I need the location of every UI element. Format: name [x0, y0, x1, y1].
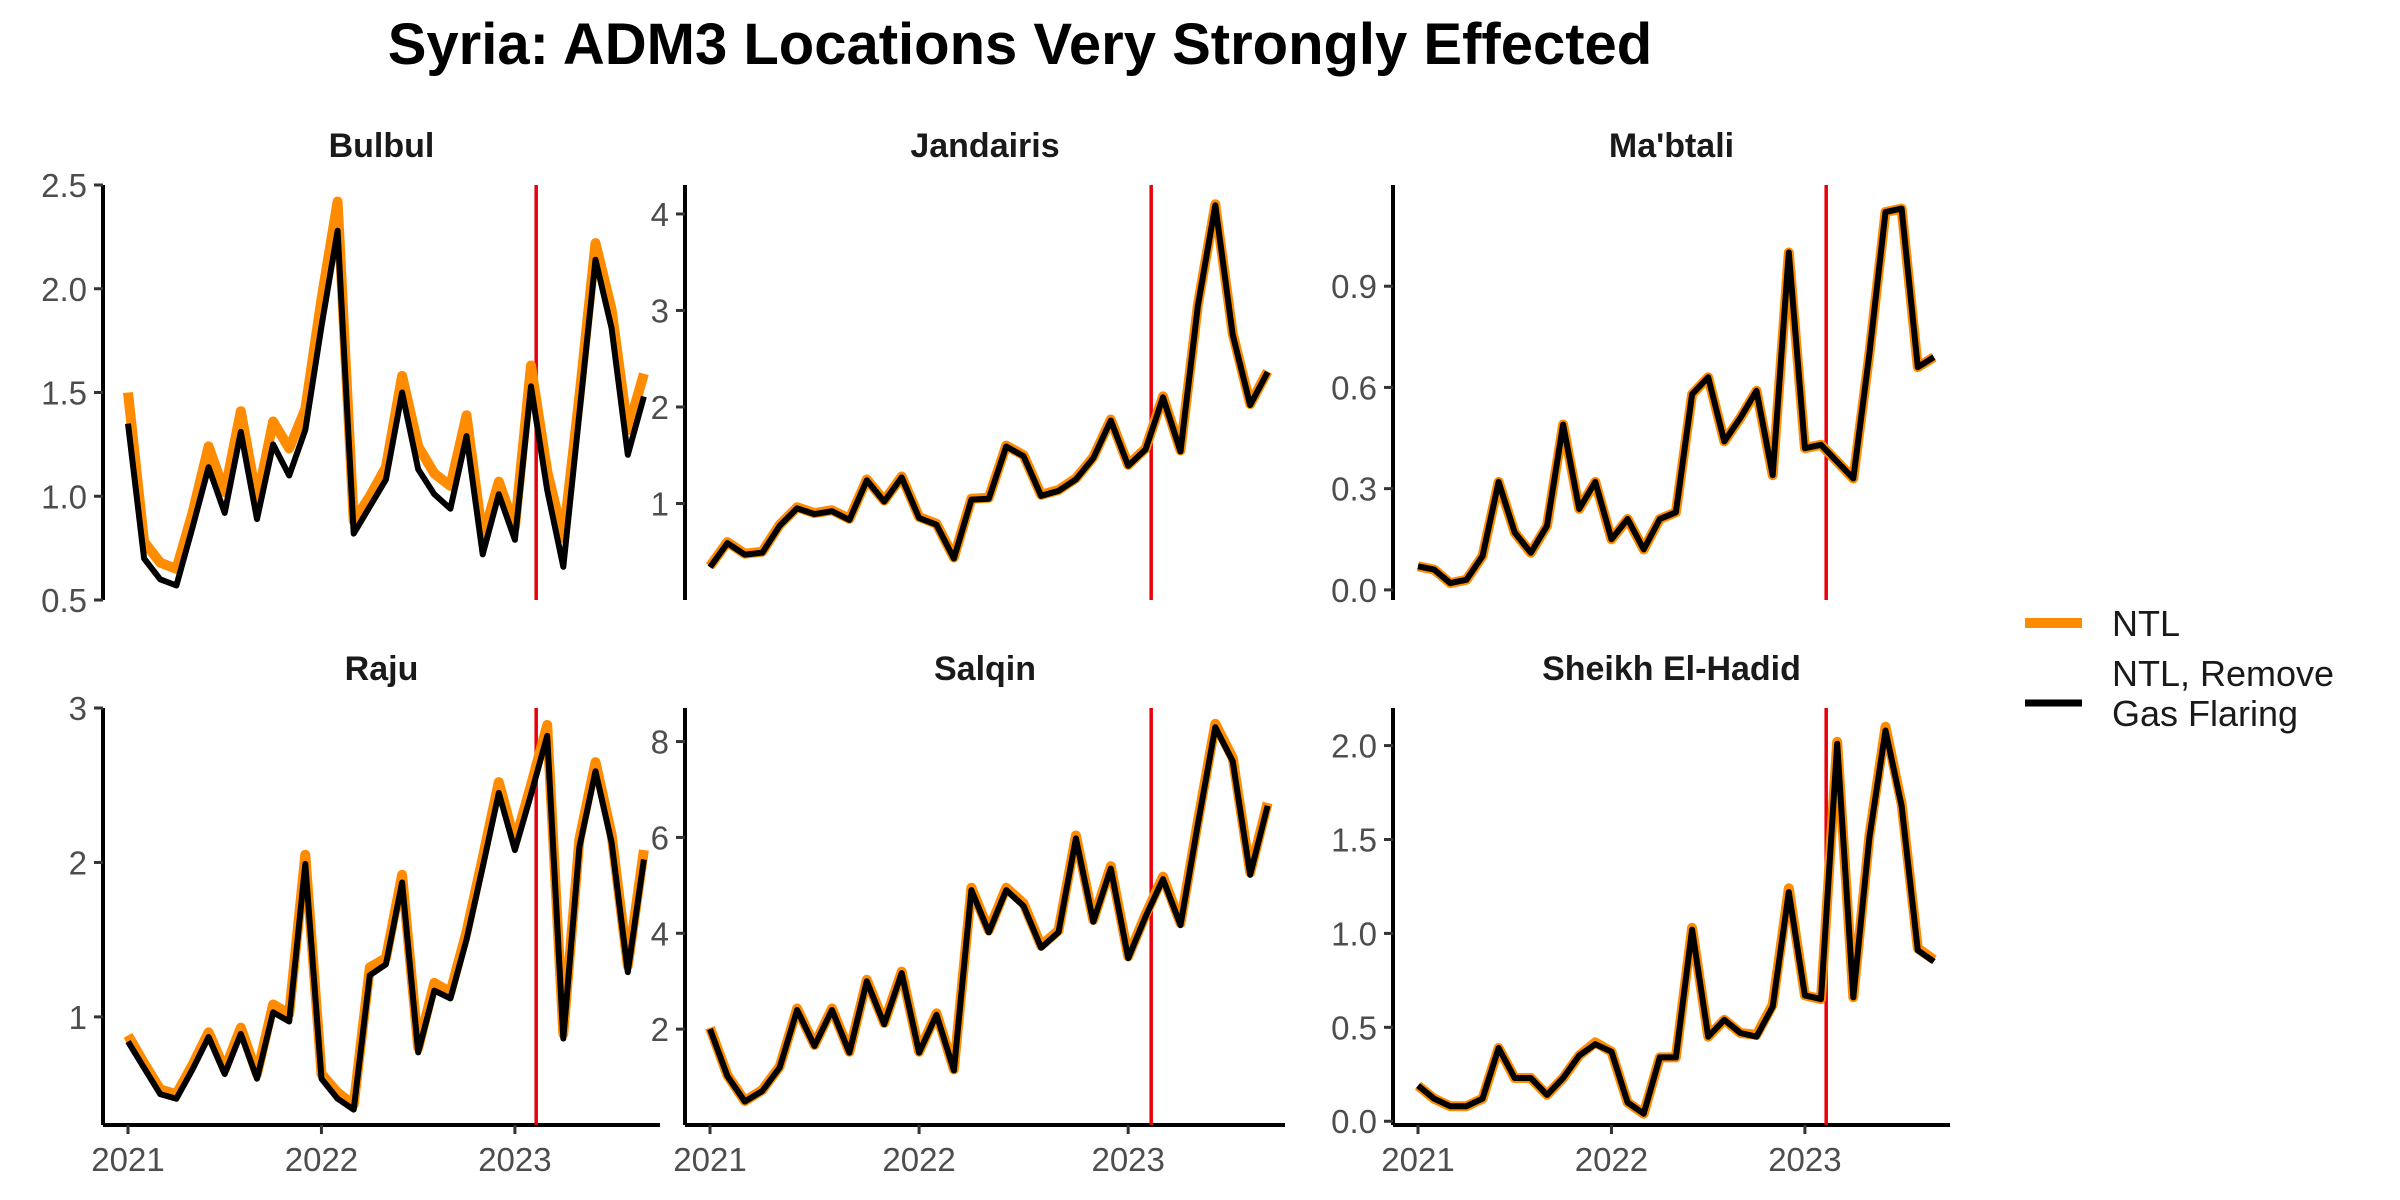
- panel-bulbul: Bulbul 0.5 1.0 1.5 2.0 2.5: [41, 127, 649, 619]
- y-tick-label: 1.0: [41, 478, 87, 515]
- y-tick-label: 0.0: [1331, 1103, 1377, 1140]
- y-tick-label: 4: [651, 196, 669, 233]
- series-line-ntl-remove-gas-flaring: [707, 724, 1271, 1105]
- series-line-ntl: [1416, 203, 1937, 589]
- y-tick-label: 0.5: [1331, 1009, 1377, 1046]
- y-tick-label: 0.9: [1331, 268, 1377, 305]
- legend-label: NTL, Remove: [2112, 653, 2334, 694]
- series-line-ntl-remove-gas-flaring: [1417, 205, 1936, 587]
- panel-jandairis: Jandairis 1 2 3 4: [651, 127, 1273, 600]
- x-tick-label: 2023: [1768, 1141, 1841, 1178]
- y-tick-label: 1.5: [1331, 821, 1377, 858]
- y-tick-label: 0.0: [1331, 572, 1377, 609]
- panel-title: Salqin: [934, 650, 1036, 688]
- series-line-ntl-remove-gas-flaring: [1416, 727, 1936, 1117]
- panel-title: Ma'btali: [1609, 127, 1734, 165]
- panel-ma-btali: Ma'btali 0.0 0.3 0.6 0.9: [1331, 127, 1937, 609]
- y-tick-label: 2.0: [41, 271, 87, 308]
- y-tick-label: 2: [69, 844, 87, 881]
- legend-item: NTL: [2025, 603, 2180, 644]
- panel-title: Bulbul: [329, 127, 435, 165]
- y-tick-label: 4: [651, 915, 669, 952]
- y-tick-label: 2: [651, 1011, 669, 1048]
- x-tick-label: 2023: [478, 1141, 551, 1178]
- x-tick-label: 2021: [1381, 1141, 1454, 1178]
- panel-title: Jandairis: [910, 127, 1059, 165]
- series-line-ntl-remove-gas-flaring: [125, 227, 647, 589]
- y-tick-label: 6: [651, 819, 669, 856]
- panel-raju: Raju 1 2 3 2021 2022 2023: [69, 650, 660, 1178]
- y-tick-label: 1.5: [41, 375, 87, 412]
- y-tick-label: 2.0: [1331, 728, 1377, 765]
- y-tick-label: 2: [651, 389, 669, 426]
- chart-title: Syria: ADM3 Locations Very Strongly Effe…: [388, 12, 1653, 77]
- y-tick-label: 3: [69, 690, 87, 727]
- panel-title: Sheikh El-Hadid: [1542, 650, 1801, 688]
- y-tick-label: 1.0: [1331, 915, 1377, 952]
- x-tick-label: 2021: [91, 1141, 164, 1178]
- y-tick-label: 0.3: [1331, 471, 1377, 508]
- y-tick-label: 3: [651, 292, 669, 329]
- x-tick-label: 2022: [1575, 1141, 1648, 1178]
- y-tick-label: 0.5: [41, 582, 87, 619]
- x-tick-label: 2021: [673, 1141, 746, 1178]
- y-tick-label: 0.6: [1331, 369, 1377, 406]
- series-line-ntl-remove-gas-flaring: [125, 732, 647, 1113]
- y-tick-label: 1: [69, 999, 87, 1036]
- legend-label: NTL: [2112, 603, 2180, 644]
- x-tick-label: 2023: [1091, 1141, 1164, 1178]
- series-line-ntl-remove-gas-flaring: [707, 202, 1271, 569]
- panel-sheikh-el-hadid: Sheikh El-Hadid 0.0 0.5 1.0 1.5 2.0 2021 2022 20…: [1331, 650, 1950, 1178]
- panel-title: Raju: [345, 650, 419, 688]
- x-tick-label: 2022: [285, 1141, 358, 1178]
- y-tick-label: 1: [651, 485, 669, 522]
- y-tick-label: 8: [651, 724, 669, 761]
- panels-container: Bulbul 0.5 1.0 1.5 2.0 2.5 Jandairis 1 2 3 4 Ma'bta…: [41, 127, 1950, 1178]
- panel-salqin: Salqin 2 4 6 8 2021 2022 2023: [651, 650, 1285, 1178]
- legend-label: Gas Flaring: [2112, 693, 2298, 734]
- y-tick-label: 2.5: [41, 167, 87, 204]
- x-tick-label: 2022: [882, 1141, 955, 1178]
